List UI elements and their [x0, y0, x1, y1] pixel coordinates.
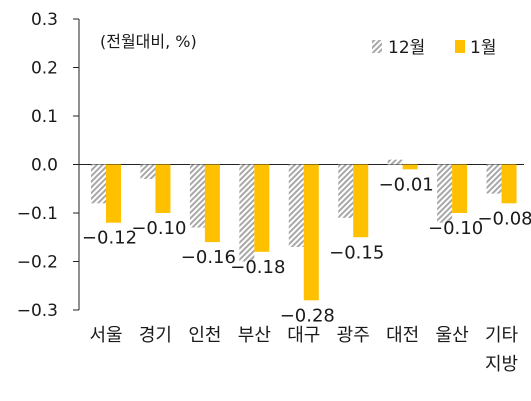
bar-dec-6 — [387, 159, 403, 165]
legend-label-jan: 1월 — [470, 38, 496, 58]
bar-jan-2 — [204, 164, 220, 243]
y-axis: 0.3 0.2 0.1 0.0 −0.1 −0.2 −0.3 — [17, 10, 524, 321]
bars — [91, 159, 517, 301]
data-label-jan-0: −0.12 — [82, 228, 137, 249]
bar-jan-7 — [452, 164, 468, 213]
bar-jan-8 — [501, 164, 517, 204]
bar-dec-5 — [338, 164, 354, 218]
bar-jan-4 — [303, 164, 319, 301]
data-label-jan-8: −0.08 — [477, 208, 531, 229]
y-tick-label: 0.0 — [31, 156, 58, 176]
y-tick-label: −0.2 — [17, 253, 58, 273]
bar-dec-4 — [288, 164, 304, 247]
category-label-6: 대전 — [386, 325, 419, 346]
bar-jan-5 — [353, 164, 369, 238]
x-axis: 서울 경기 인천 부산 대구 광주 대전 울산 기타 지방 — [89, 325, 518, 375]
y-tick-label: 0.3 — [31, 10, 58, 30]
bar-dec-1 — [140, 164, 156, 180]
category-label-0: 서울 — [89, 325, 122, 346]
bar-jan-3 — [254, 164, 270, 252]
data-label-jan-7: −0.10 — [428, 218, 483, 239]
data-label-jan-4: −0.28 — [280, 305, 335, 326]
bar-dec-8 — [486, 164, 502, 194]
data-labels: −0.12−0.10−0.16−0.18−0.28−0.15−0.01−0.10… — [82, 174, 531, 326]
y-tick-label: 0.1 — [31, 107, 58, 127]
data-label-jan-2: −0.16 — [181, 247, 236, 268]
bar-dec-7 — [437, 164, 453, 223]
bar-jan-0 — [106, 164, 121, 223]
y-tick-label: −0.3 — [17, 301, 58, 321]
category-label-1: 경기 — [139, 325, 172, 346]
y-tick-label: 0.2 — [31, 59, 58, 79]
y-tick-label: −0.1 — [17, 204, 58, 224]
category-label-7: 울산 — [436, 325, 469, 346]
category-label-3: 부산 — [238, 325, 271, 346]
category-label-2: 인천 — [188, 325, 221, 346]
legend-swatch-dec — [372, 40, 382, 53]
legend-swatch-jan — [455, 40, 465, 53]
category-label-8: 기타 지방 — [485, 325, 519, 375]
category-label-5: 광주 — [337, 325, 370, 346]
data-label-jan-1: −0.10 — [131, 218, 186, 239]
bar-jan-6 — [402, 164, 418, 170]
bar-jan-1 — [155, 164, 171, 213]
bar-dec-3 — [239, 164, 255, 262]
data-label-jan-3: −0.18 — [230, 257, 285, 278]
unit-label: (전월대비, %) — [100, 32, 197, 51]
legend-label-dec: 12월 — [388, 38, 425, 58]
category-label-4: 대구 — [287, 325, 320, 346]
data-label-jan-5: −0.15 — [329, 242, 384, 263]
bar-dec-2 — [189, 164, 205, 228]
bar-dec-0 — [91, 164, 106, 204]
data-label-jan-6: −0.01 — [379, 174, 434, 195]
legend: 12월 1월 — [372, 38, 496, 58]
